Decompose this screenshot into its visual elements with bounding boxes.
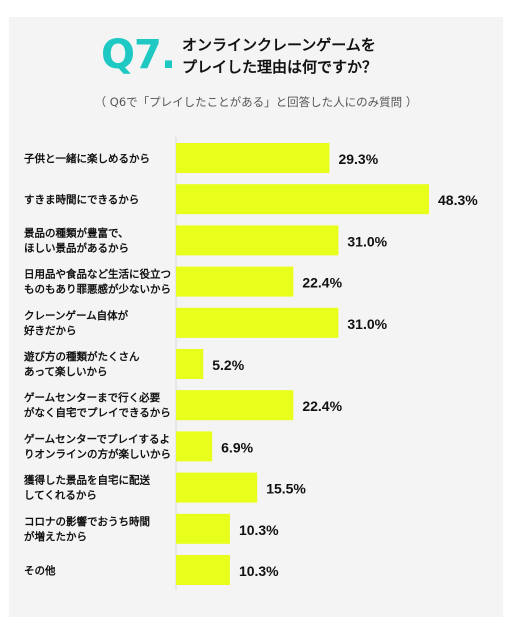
question-title-line-1: オンラインクレーンゲームを bbox=[182, 36, 376, 54]
value-label-3: 22.4% bbox=[302, 275, 342, 291]
category-label-3-line-0: 日用品や食品など生活に役立つ bbox=[24, 268, 171, 281]
value-label-0: 29.3% bbox=[338, 151, 378, 167]
value-label-9: 10.3% bbox=[239, 522, 279, 538]
category-label-2-line-0: 景品の種類が豊富で、 bbox=[23, 226, 129, 239]
bar-6 bbox=[176, 390, 294, 421]
value-label-7: 6.9% bbox=[221, 439, 253, 455]
value-label-2: 31.0% bbox=[347, 233, 387, 249]
question-title-line-2: プレイした理由は何ですか？ bbox=[182, 58, 378, 76]
category-label-4-line-0: クレーンゲーム自体が bbox=[24, 309, 129, 322]
category-label-1-line-0: すきま時間にできるから bbox=[24, 193, 139, 206]
bar-5 bbox=[176, 349, 204, 379]
question-subtitle: （ Q6で「プレイしたことがある」と回答した人にのみ質問 ） bbox=[94, 95, 418, 109]
value-label-4: 31.0% bbox=[347, 316, 387, 332]
bar-0 bbox=[176, 143, 330, 173]
value-label-5: 5.2% bbox=[212, 357, 244, 373]
category-label-10-line-0: その他 bbox=[24, 564, 56, 577]
category-label-0-line-0: 子供と一緒に楽しめるから bbox=[24, 152, 150, 165]
category-label-9-line-0: コロナの影響でおうち時間 bbox=[24, 515, 150, 528]
category-label-9-line-1: が増えたから bbox=[24, 530, 87, 543]
bar-2 bbox=[176, 225, 339, 256]
bar-8 bbox=[176, 472, 258, 503]
bar-3 bbox=[176, 266, 294, 297]
category-label-6-line-1: がなく自宅でプレイできるから bbox=[24, 406, 171, 419]
value-label-6: 22.4% bbox=[302, 398, 342, 414]
category-label-3-line-1: ものもあり罪悪感が少ないから bbox=[24, 283, 171, 296]
bar-1 bbox=[176, 184, 429, 215]
bar-9 bbox=[176, 513, 230, 544]
bar-10 bbox=[176, 555, 230, 585]
category-label-4-line-1: 好きだから bbox=[23, 324, 77, 337]
category-label-5-line-0: 遊び方の種類がたくさん bbox=[24, 350, 140, 363]
value-label-8: 15.5% bbox=[266, 481, 306, 497]
bar-7 bbox=[176, 431, 213, 462]
category-label-5-line-1: あって楽しいから bbox=[24, 365, 107, 378]
category-label-2-line-1: ほしい景品があるから bbox=[24, 241, 129, 254]
value-label-10: 10.3% bbox=[239, 563, 279, 579]
category-label-7-line-0: ゲームセンターでプレイするよ bbox=[24, 432, 170, 445]
value-label-1: 48.3% bbox=[438, 192, 478, 208]
category-label-6-line-0: ゲームセンターまで行く必要 bbox=[24, 391, 161, 404]
bar-4 bbox=[176, 307, 339, 338]
category-label-8-line-0: 獲得した景品を自宅に配送 bbox=[24, 474, 150, 487]
question-number: Q7. bbox=[101, 32, 176, 78]
question-title: オンラインクレーンゲームを プレイした理由は何ですか？ bbox=[182, 34, 422, 78]
category-label-7-line-1: りオンラインの方が楽しいから bbox=[24, 447, 171, 460]
category-label-8-line-1: してくれるから bbox=[24, 490, 97, 502]
